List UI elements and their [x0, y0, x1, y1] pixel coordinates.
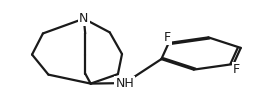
- Text: F: F: [233, 63, 240, 76]
- Text: NH: NH: [115, 77, 134, 90]
- Text: F: F: [164, 31, 171, 44]
- Text: N: N: [79, 12, 89, 25]
